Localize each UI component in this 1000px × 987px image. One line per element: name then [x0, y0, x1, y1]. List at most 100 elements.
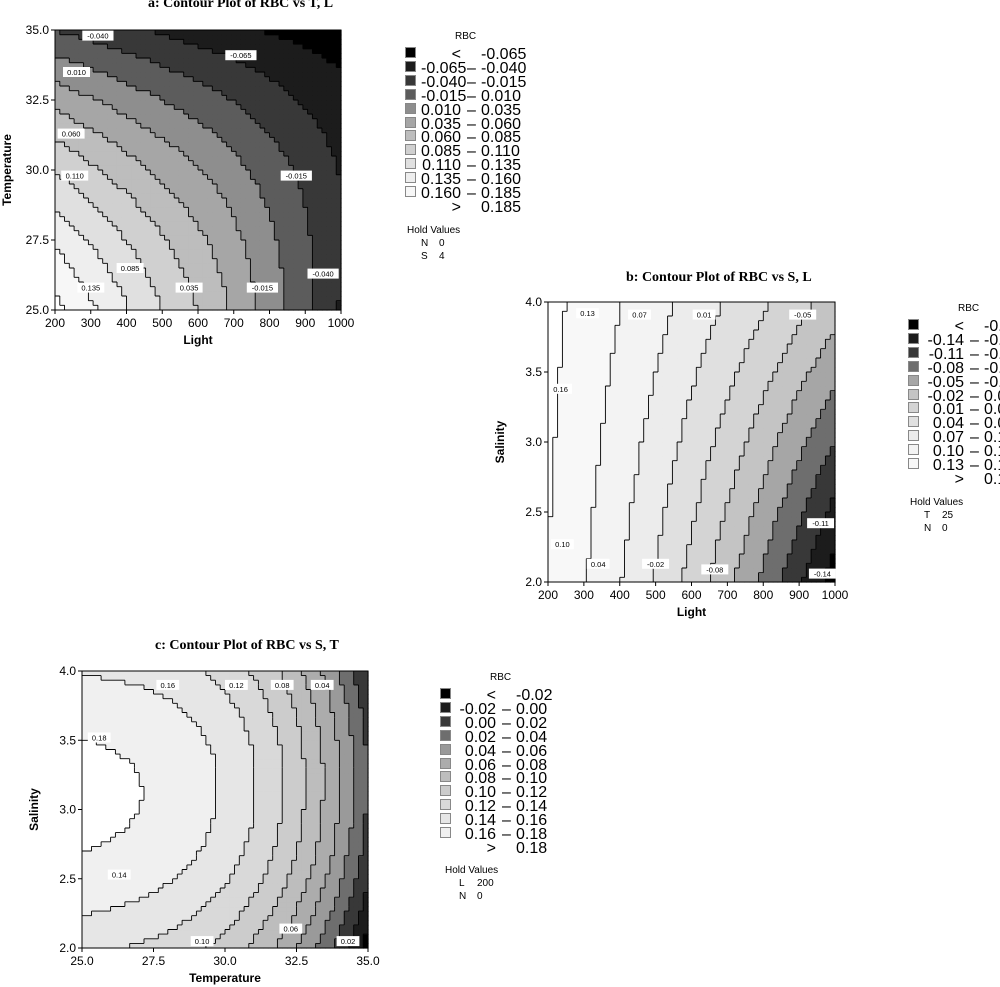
- contour-cell: [619, 451, 626, 457]
- contour-cell: [293, 235, 299, 241]
- contour-cell: [571, 334, 578, 340]
- contour-cell: [188, 128, 194, 134]
- contour-cell: [159, 34, 166, 40]
- contour-cell: [259, 216, 266, 222]
- contour-cell: [643, 568, 650, 574]
- contour-cell: [293, 263, 299, 269]
- contour-cell: [174, 244, 180, 250]
- contour-cell: [648, 474, 654, 480]
- contour-cell: [586, 479, 592, 485]
- contour-cell: [312, 235, 318, 241]
- contour-cell: [312, 282, 318, 288]
- contour-cell: [155, 300, 161, 306]
- contour-cell: [629, 526, 635, 532]
- contour-cell: [93, 305, 99, 311]
- contour-cell: [259, 67, 266, 73]
- contour-cell: [126, 291, 132, 297]
- contour-cell: [312, 300, 318, 306]
- contour-cell: [591, 554, 597, 560]
- contour-cell: [193, 114, 199, 120]
- contour-cell: [274, 62, 280, 68]
- contour-cell: [236, 90, 242, 96]
- contour-cell: [107, 142, 113, 148]
- contour-cell: [255, 114, 261, 120]
- contour-cell: [279, 72, 285, 78]
- contour-cell: [298, 118, 304, 124]
- contour-cell: [317, 230, 323, 236]
- contour-cell: [250, 193, 256, 199]
- contour-cell: [174, 305, 180, 311]
- contour-cell: [619, 488, 626, 494]
- contour-cell: [614, 521, 621, 527]
- contour-cell: [164, 53, 170, 59]
- contour-cell: [307, 202, 313, 208]
- contour-cell: [614, 549, 621, 555]
- contour-cell: [202, 81, 209, 87]
- contour-cell: [298, 296, 304, 302]
- contour-cell: [648, 344, 654, 350]
- contour-cell: [217, 95, 223, 101]
- contour-cell: [136, 30, 142, 36]
- contour-cell: [336, 286, 342, 292]
- contour-cell: [274, 240, 280, 246]
- contour-cell: [581, 540, 587, 546]
- contour-cell: [83, 48, 89, 54]
- contour-cell: [562, 488, 568, 494]
- contour-cell: [140, 165, 147, 171]
- contour-cell: [202, 48, 209, 54]
- contour-cell: [69, 137, 75, 143]
- contour-cell: [326, 95, 333, 101]
- contour-cell: [634, 544, 640, 550]
- contour-cell: [302, 72, 309, 78]
- contour-cell: [274, 123, 280, 129]
- contour-cell: [634, 446, 640, 452]
- contour-cell: [307, 67, 313, 73]
- contour-cell: [586, 367, 592, 373]
- contour-cell: [169, 212, 175, 218]
- contour-cell: [83, 179, 89, 185]
- contour-cell: [145, 146, 151, 152]
- contour-cell: [74, 86, 80, 92]
- contour-cell: [614, 376, 621, 382]
- contour-cell: [212, 86, 218, 92]
- contour-cell: [226, 30, 232, 36]
- contour-cell: [198, 44, 204, 50]
- contour-cell: [150, 179, 156, 185]
- contour-cell: [605, 507, 611, 513]
- contour-cell: [307, 221, 313, 227]
- contour-cell: [557, 446, 563, 452]
- contour-cell: [131, 132, 137, 138]
- contour-cell: [78, 160, 85, 166]
- contour-cell: [591, 535, 597, 541]
- contour-cell: [600, 432, 606, 438]
- contour-cell: [269, 156, 275, 162]
- contour-cell: [116, 151, 123, 157]
- contour-cell: [78, 137, 85, 143]
- contour-cell: [155, 76, 161, 82]
- contour-cell: [131, 240, 137, 246]
- contour-cell: [188, 212, 194, 218]
- contour-cell: [202, 137, 209, 143]
- contour-cell: [629, 358, 635, 364]
- contour-cell: [55, 165, 61, 171]
- contour-cell: [293, 300, 299, 306]
- contour-cell: [107, 114, 113, 120]
- contour-cell: [174, 118, 180, 124]
- contour-cell: [202, 160, 209, 166]
- contour-cell: [600, 474, 606, 480]
- contour-cell: [336, 263, 342, 269]
- contour-cell: [198, 86, 204, 92]
- contour-cell: [629, 530, 635, 536]
- contour-cell: [183, 151, 190, 157]
- contour-cell: [155, 268, 161, 274]
- contour-cell: [198, 118, 204, 124]
- contour-cell: [259, 212, 266, 218]
- contour-cell: [240, 188, 247, 194]
- contour-cell: [193, 300, 199, 306]
- contour-cell: [283, 272, 290, 278]
- contour-cell: [571, 563, 578, 569]
- contour-cell: [116, 235, 123, 241]
- contour-cell: [202, 230, 209, 236]
- contour-cell: [336, 86, 342, 92]
- contour-cell: [112, 277, 118, 283]
